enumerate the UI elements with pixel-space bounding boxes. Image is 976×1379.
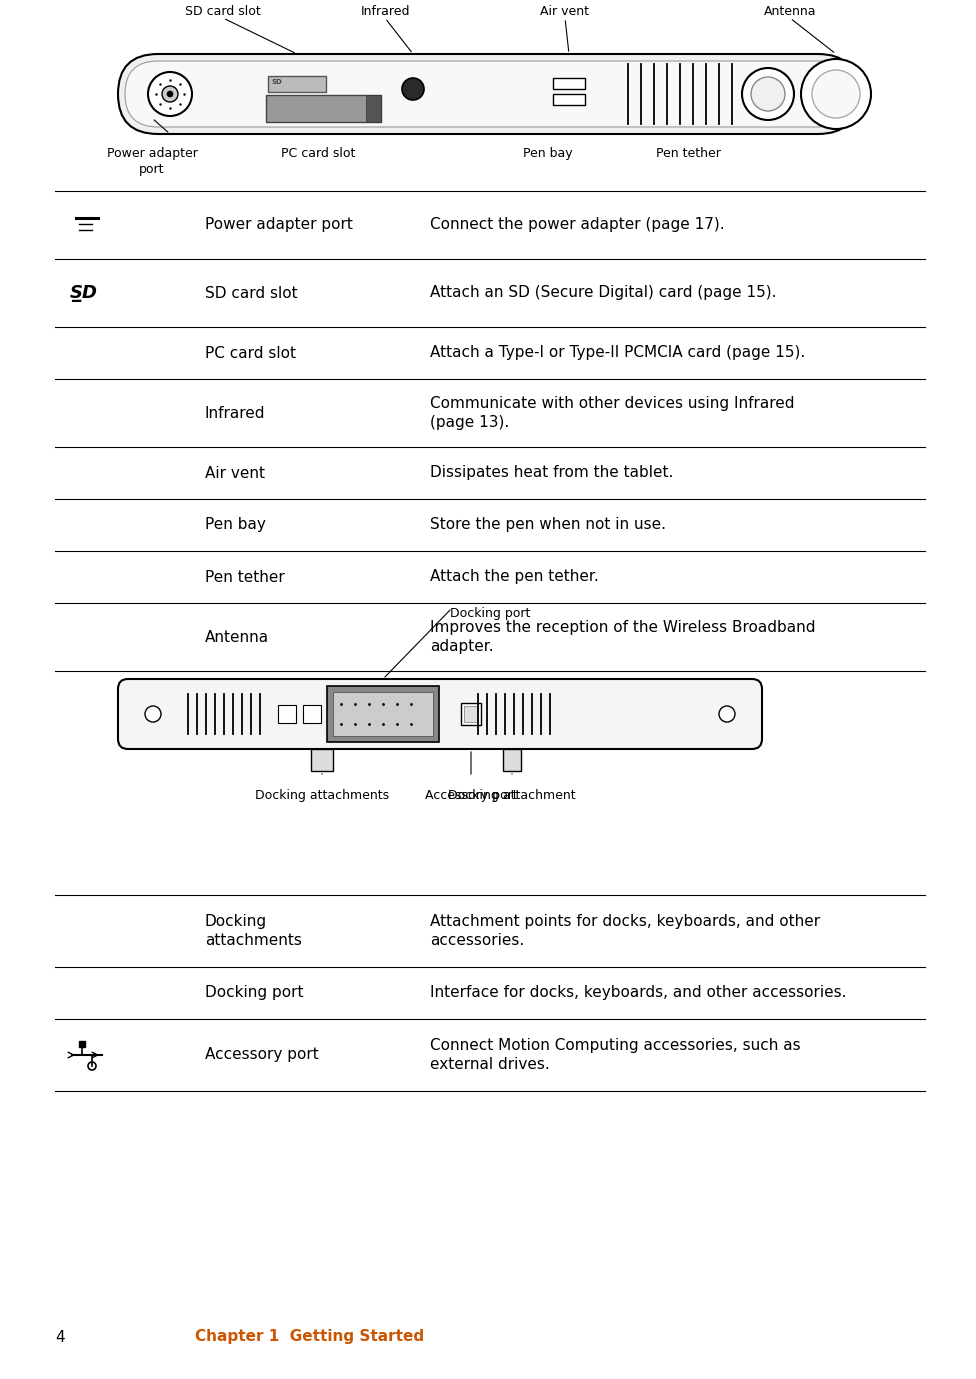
Text: Infrared: Infrared <box>360 6 410 18</box>
Bar <box>333 692 433 736</box>
Circle shape <box>88 1062 96 1070</box>
Bar <box>553 79 585 90</box>
Bar <box>311 749 333 771</box>
Text: Attach a Type-I or Type-II PCMCIA card (page 15).: Attach a Type-I or Type-II PCMCIA card (… <box>430 346 805 360</box>
Text: Attach an SD (Secure Digital) card (page 15).: Attach an SD (Secure Digital) card (page… <box>430 285 777 301</box>
Bar <box>461 703 481 725</box>
FancyBboxPatch shape <box>118 54 858 134</box>
Text: Air vent: Air vent <box>205 466 265 480</box>
Text: Connect Motion Computing accessories, such as
external drives.: Connect Motion Computing accessories, su… <box>430 1038 800 1071</box>
Circle shape <box>801 59 871 130</box>
Text: Infrared: Infrared <box>205 405 265 421</box>
Text: Communicate with other devices using Infrared
(page 13).: Communicate with other devices using Inf… <box>430 396 794 430</box>
Text: SD: SD <box>272 79 283 85</box>
Text: Power adapter port: Power adapter port <box>205 218 353 233</box>
Text: Interface for docks, keyboards, and other accessories.: Interface for docks, keyboards, and othe… <box>430 986 846 1001</box>
Bar <box>266 95 381 121</box>
Text: Accessory port: Accessory port <box>205 1048 319 1062</box>
Bar <box>303 705 321 723</box>
Bar <box>268 76 326 92</box>
Text: Power adapter
port: Power adapter port <box>106 148 197 177</box>
Circle shape <box>145 706 161 723</box>
Bar <box>503 749 521 771</box>
Circle shape <box>719 706 735 723</box>
Text: Antenna: Antenna <box>205 629 269 644</box>
Text: Antenna: Antenna <box>764 6 816 18</box>
Text: Air vent: Air vent <box>541 6 590 18</box>
Circle shape <box>402 79 424 101</box>
Text: Improves the reception of the Wireless Broadband
adapter.: Improves the reception of the Wireless B… <box>430 621 816 654</box>
Text: Docking port: Docking port <box>205 986 304 1001</box>
Text: PC card slot: PC card slot <box>205 346 296 360</box>
Circle shape <box>148 72 192 116</box>
Bar <box>366 95 381 121</box>
Text: 4: 4 <box>55 1329 64 1345</box>
Text: Docking
attachments: Docking attachments <box>205 914 302 949</box>
Text: Pen bay: Pen bay <box>523 148 573 160</box>
Bar <box>327 685 439 742</box>
Circle shape <box>742 68 794 120</box>
Circle shape <box>162 85 178 102</box>
Text: SD card slot: SD card slot <box>185 6 261 18</box>
FancyBboxPatch shape <box>118 678 762 749</box>
Text: Pen tether: Pen tether <box>656 148 720 160</box>
Circle shape <box>751 77 785 110</box>
Text: Pen tether: Pen tether <box>205 570 285 585</box>
Text: Accessory port: Accessory port <box>425 789 517 803</box>
Text: Pen bay: Pen bay <box>205 517 265 532</box>
Text: Docking attachment: Docking attachment <box>448 789 576 803</box>
Text: Dissipates heat from the tablet.: Dissipates heat from the tablet. <box>430 466 673 480</box>
Text: Attachment points for docks, keyboards, and other
accessories.: Attachment points for docks, keyboards, … <box>430 914 820 949</box>
FancyBboxPatch shape <box>125 61 851 127</box>
Text: Store the pen when not in use.: Store the pen when not in use. <box>430 517 666 532</box>
Bar <box>278 705 296 723</box>
Text: Attach the pen tether.: Attach the pen tether. <box>430 570 598 585</box>
Bar <box>553 94 585 105</box>
Circle shape <box>812 70 860 119</box>
Text: S̲̲D: S̲̲D <box>70 284 98 302</box>
Text: Connect the power adapter (page 17).: Connect the power adapter (page 17). <box>430 218 724 233</box>
Text: Chapter 1  Getting Started: Chapter 1 Getting Started <box>195 1329 425 1345</box>
Text: Docking port: Docking port <box>450 607 530 621</box>
Text: PC card slot: PC card slot <box>281 148 355 160</box>
Text: Docking attachments: Docking attachments <box>255 789 389 803</box>
Bar <box>464 706 478 723</box>
Circle shape <box>167 91 173 97</box>
Text: SD card slot: SD card slot <box>205 285 298 301</box>
